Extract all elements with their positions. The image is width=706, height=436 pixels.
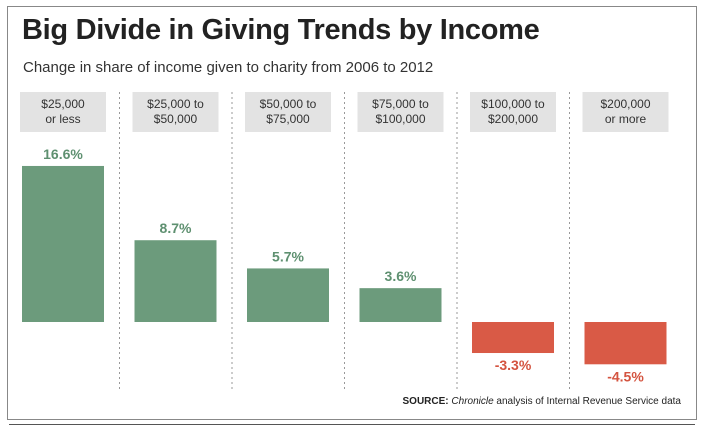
category-label-box	[132, 92, 219, 132]
category-label: $50,000	[154, 112, 198, 126]
category-label-box	[582, 92, 669, 132]
category-label-box	[357, 92, 444, 132]
data-label: 16.6%	[43, 146, 83, 162]
source-note: SOURCE: Chronicle analysis of Internal R…	[403, 396, 682, 407]
category-label: $25,000	[41, 97, 85, 111]
data-label: 5.7%	[272, 248, 304, 264]
bar	[22, 165, 104, 322]
bar	[247, 268, 329, 322]
category-label-box	[20, 92, 106, 132]
bar	[134, 240, 217, 322]
category-label: $200,000	[600, 97, 650, 111]
source-publication: Chronicle	[451, 396, 494, 407]
chart-title: Big Divide in Giving Trends by Income	[22, 14, 540, 46]
data-label: -4.5%	[607, 368, 644, 384]
category-label: $200,000	[488, 112, 538, 126]
bar	[584, 322, 667, 365]
category-label: $100,000	[375, 112, 425, 126]
category-label: $100,000 to	[481, 97, 545, 111]
category-label-box	[245, 92, 331, 132]
category-label: $75,000	[266, 112, 310, 126]
data-label: -3.3%	[495, 357, 532, 373]
category-label: $50,000 to	[260, 97, 317, 111]
data-label: 8.7%	[160, 220, 192, 236]
category-label: or less	[45, 112, 80, 126]
category-label: $25,000 to	[147, 97, 204, 111]
category-label: or more	[605, 112, 647, 126]
bar	[472, 322, 554, 354]
chart-frame	[7, 6, 697, 420]
bottom-rule	[9, 424, 695, 425]
category-label-box	[470, 92, 556, 132]
data-label: 3.6%	[385, 268, 417, 284]
chart-subtitle: Change in share of income given to chari…	[23, 59, 434, 76]
source-text: analysis of Internal Revenue Service dat…	[493, 396, 681, 407]
category-label: $75,000 to	[372, 97, 429, 111]
source-label: SOURCE:	[402, 396, 449, 407]
bar	[359, 288, 442, 322]
